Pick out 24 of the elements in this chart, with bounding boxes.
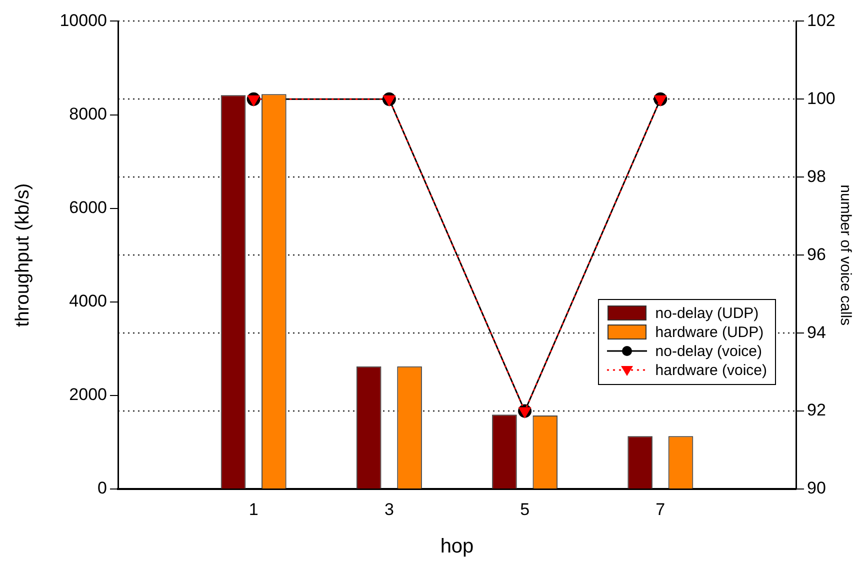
y-tick-label: 2000 xyxy=(69,385,107,404)
y2-tick-label: 96 xyxy=(807,244,826,264)
y-tick-label: 6000 xyxy=(69,198,107,218)
x-tick-label: 7 xyxy=(656,500,666,519)
y2-tick-label: 90 xyxy=(807,478,826,498)
y-tick-label: 4000 xyxy=(69,292,107,311)
y-tick-label: 10000 xyxy=(60,10,107,30)
x-tick-label: 1 xyxy=(248,500,258,519)
y-axis-title: throughput (kb/s) xyxy=(12,183,34,327)
y2-tick-label: 94 xyxy=(807,322,826,342)
y2-tick-label: 92 xyxy=(807,400,826,420)
legend-label: hardware (UDP) xyxy=(655,324,764,341)
y-tick-label: 0 xyxy=(98,478,107,498)
legend-label: hardware (voice) xyxy=(655,362,767,379)
x-axis-title: hop xyxy=(440,536,474,558)
x-tick-label: 5 xyxy=(520,500,530,519)
y-tick-label: 8000 xyxy=(69,104,107,124)
legend-label: no-delay (voice) xyxy=(655,342,762,360)
y2-tick-label: 98 xyxy=(807,166,826,186)
legend-label: no-delay (UDP) xyxy=(655,304,759,322)
x-tick-label: 3 xyxy=(384,500,394,519)
y2-axis-title: number of voice calls xyxy=(836,184,854,326)
y2-tick-label: 102 xyxy=(807,10,836,30)
y2-tick-label: 100 xyxy=(807,88,836,108)
